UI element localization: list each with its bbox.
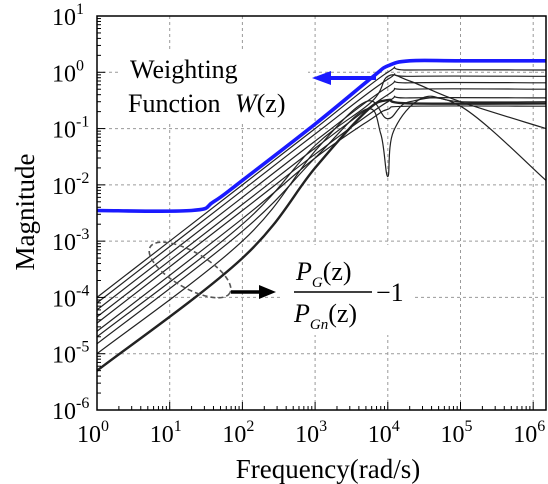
weighting-label-line2: Function W(z) — [128, 89, 285, 118]
y-tick-label: 10-3 — [52, 226, 89, 256]
y-tick-exponent: -3 — [76, 226, 89, 243]
y-tick-label: 10-4 — [52, 282, 89, 312]
y-tick-base: 10 — [52, 286, 76, 312]
plot-curves — [96, 66, 547, 372]
weighting-function-line — [96, 58, 546, 214]
y-tick-base: 10 — [52, 174, 76, 200]
y-tick-base: 10 — [52, 5, 76, 31]
x-tick-base: 10 — [222, 422, 246, 448]
response-curve — [96, 97, 547, 355]
ratio-den-sub: Gn — [310, 317, 328, 333]
weighting-symbol: W — [235, 89, 259, 118]
response-curve — [96, 105, 547, 332]
x-tick-label: 101 — [150, 418, 182, 448]
x-tick-base: 10 — [513, 422, 537, 448]
ratio-arrow-head — [259, 285, 276, 299]
x-axis-title: Frequency(rad/s) — [236, 454, 420, 484]
response-curve — [96, 74, 547, 338]
x-tick-label: 106 — [513, 418, 545, 448]
ratio-den-arg: (z) — [328, 299, 357, 328]
y-tick-exponent: -1 — [76, 114, 89, 131]
x-tick-base: 10 — [77, 422, 101, 448]
weighting-function-curve — [96, 58, 546, 214]
response-curve — [96, 73, 547, 304]
x-tick-base: 10 — [150, 422, 174, 448]
weighting-label-function: Function — [128, 89, 220, 118]
y-tick-exponent: -2 — [76, 170, 89, 187]
x-tick-label: 100 — [77, 418, 109, 448]
x-tick-exponent: 3 — [319, 418, 327, 435]
y-tick-exponent: -6 — [76, 395, 89, 412]
plot-frame — [96, 15, 547, 411]
y-tick-base: 10 — [52, 230, 76, 256]
x-tick-exponent: 6 — [537, 418, 545, 435]
x-tick-label: 103 — [295, 418, 327, 448]
y-tick-base: 10 — [52, 343, 76, 369]
x-tick-base: 10 — [440, 422, 464, 448]
y-tick-exponent: -4 — [76, 282, 89, 299]
y-tick-exponent: 1 — [76, 1, 84, 18]
ratio-numerator: PG(z) — [295, 257, 352, 291]
response-curve — [96, 66, 547, 298]
x-tick-exponent: 5 — [464, 418, 472, 435]
y-tick-label: 10-1 — [52, 114, 89, 144]
y-tick-exponent: -5 — [76, 339, 89, 356]
x-tick-exponent: 1 — [174, 418, 182, 435]
y-tick-label: 10-6 — [52, 395, 89, 425]
tick-marks — [96, 15, 534, 411]
ratio-denominator: PGn(z) — [293, 299, 357, 333]
ratio-den-P: P — [293, 299, 310, 328]
x-tick-base: 10 — [368, 422, 392, 448]
y-axis-title: Magnitude — [10, 153, 40, 270]
weighting-label-line1: Weighting — [130, 55, 238, 84]
x-tick-exponent: 2 — [246, 418, 254, 435]
x-tick-label: 104 — [368, 418, 400, 448]
ratio-label-box — [282, 245, 412, 335]
y-tick-exponent: 0 — [76, 57, 84, 74]
y-tick-base: 10 — [52, 399, 76, 425]
ratio-minus-one: −1 — [376, 278, 404, 307]
ratio-num-arg: (z) — [323, 257, 352, 286]
x-tick-base: 10 — [295, 422, 319, 448]
ratio-num-sub: G — [312, 275, 323, 291]
x-tick-exponent: 4 — [392, 418, 400, 435]
response-curve — [96, 98, 547, 372]
y-tick-label: 100 — [52, 57, 84, 87]
y-tick-label: 10-5 — [52, 339, 89, 369]
y-tick-base: 10 — [52, 61, 76, 87]
weighting-arrow-head — [312, 71, 331, 85]
ratio-num-P: P — [295, 257, 312, 286]
ratio-annotation: PG(z) PGn(z) −1 — [148, 241, 412, 335]
y-tick-base: 10 — [52, 118, 76, 144]
y-tick-label: 10-2 — [52, 170, 89, 200]
weighting-arg: (z) — [257, 89, 286, 118]
weighting-function-annotation: Weighting Function W(z) — [120, 50, 376, 124]
ratio-ellipse — [148, 241, 232, 299]
x-tick-exponent: 0 — [101, 418, 109, 435]
weighting-label-box — [120, 50, 308, 124]
x-tick-label: 102 — [222, 418, 254, 448]
x-tick-label: 105 — [440, 418, 472, 448]
x-tick-labels: 100 101 102 103 104 105 106 — [77, 418, 545, 448]
y-tick-label: 101 — [52, 1, 84, 31]
